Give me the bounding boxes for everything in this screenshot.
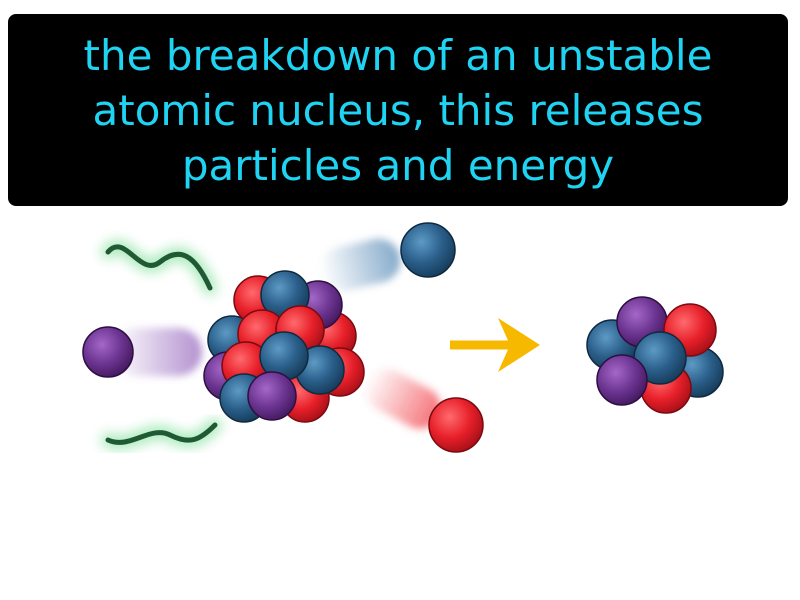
definition-line-2: atomic nucleus, this releases xyxy=(92,85,704,135)
energy-wave-top xyxy=(101,240,217,295)
definition-banner: the breakdown of an unstable atomic nucl… xyxy=(8,14,788,206)
daughter-nucleus xyxy=(586,296,724,414)
definition-line-1: the breakdown of an unstable xyxy=(83,30,713,80)
ejected-proton xyxy=(365,368,484,453)
energy-wave-bottom xyxy=(101,418,222,450)
right-arrow-icon xyxy=(450,318,540,372)
ejected-neutron xyxy=(321,222,456,291)
definition-line-3: particles and energy xyxy=(181,140,615,190)
unstable-nucleus xyxy=(203,270,365,423)
purple-particle-incoming xyxy=(82,326,202,378)
